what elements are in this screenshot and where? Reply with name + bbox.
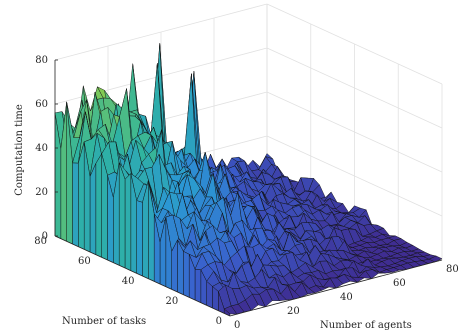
surface-skirt <box>183 250 190 298</box>
x-tick-label: 20 <box>287 306 300 317</box>
z-axis-label: Computation time <box>14 104 25 196</box>
y-axis-label: Number of tasks <box>62 316 146 327</box>
x-tick-labels: 0 20 40 60 80 <box>234 264 459 331</box>
surface-skirt <box>124 173 132 272</box>
surface-skirt <box>194 268 202 304</box>
y-tick-label: 80 <box>34 236 47 247</box>
y-tick-label: 20 <box>166 296 179 307</box>
z-tick-labels: 0 20 40 60 80 <box>35 55 58 242</box>
y-tick-label: 0 <box>216 316 222 327</box>
z-tick-label: 20 <box>35 187 48 198</box>
surface-skirt <box>95 153 102 258</box>
axis-line <box>229 259 443 317</box>
axis-line <box>54 235 231 317</box>
surface-mesh <box>54 42 443 317</box>
z-tick-label: 0 <box>42 231 48 242</box>
z-tick-label: 80 <box>35 55 48 66</box>
y-tick-label: 40 <box>122 276 135 287</box>
surface-skirt <box>118 162 126 269</box>
grid-line <box>54 3 268 61</box>
x-tick-label: 0 <box>234 320 240 331</box>
surface-skirt <box>72 162 79 248</box>
grid-line <box>266 3 443 85</box>
surface-skirt <box>89 163 97 256</box>
surface-skirt <box>136 200 143 277</box>
x-tick-label: 80 <box>446 264 459 275</box>
x-tick-label: 60 <box>393 278 406 289</box>
surface-cell <box>428 255 443 263</box>
y-tick-label: 60 <box>78 256 91 267</box>
grid-line <box>266 47 443 129</box>
z-tick-label: 60 <box>35 99 48 110</box>
x-axis-label: Number of agents <box>320 320 412 331</box>
y-tick-labels: 0 20 40 60 80 <box>34 236 222 327</box>
z-tick-label: 40 <box>35 143 48 154</box>
x-tick-label: 40 <box>340 292 353 303</box>
